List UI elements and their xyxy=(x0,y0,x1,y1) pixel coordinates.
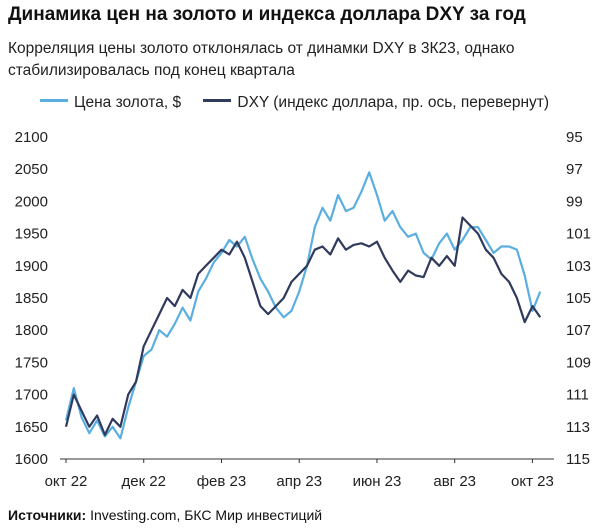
legend-swatch-dxy xyxy=(203,99,232,103)
legend-swatch-gold xyxy=(40,99,68,103)
left-y-tick-label: 1650 xyxy=(15,419,48,436)
chart-legend: Цена золота, $ DXY (индекс доллара, пр. … xyxy=(40,94,567,112)
x-tick-label: дек 22 xyxy=(121,473,166,490)
left-y-tick-label: 1900 xyxy=(15,258,48,275)
left-y-tick-label: 2000 xyxy=(15,193,48,210)
left-y-tick-label: 1800 xyxy=(15,322,48,339)
left-y-tick-label: 1950 xyxy=(15,226,48,243)
legend-item-gold: Цена золота, $ xyxy=(40,94,181,112)
legend-item-dxy: DXY (индекс доллара, пр. ось, перевернут… xyxy=(203,94,549,112)
right-y-axis: 95 97 99 101 103 105 107 109 111 113 115 xyxy=(566,129,591,468)
legend-label-gold: Цена золота, $ xyxy=(74,94,182,111)
series-dxy-line xyxy=(64,216,542,436)
line-chart: 1600 1650 1700 1750 1800 1850 1900 1950 2000 2050… xyxy=(15,129,591,490)
right-y-tick-label: 111 xyxy=(566,387,589,404)
right-y-tick-label: 97 xyxy=(566,161,583,178)
chart-subtitle: Корреляция цены золото отклонялась от ди… xyxy=(8,40,515,79)
source-label: Источники: xyxy=(8,507,87,523)
right-y-tick-label: 99 xyxy=(566,193,583,210)
legend-label-dxy: DXY (индекс доллара, пр. ось, перевернут… xyxy=(237,94,550,111)
x-tick-label: окт 22 xyxy=(45,473,88,490)
x-tick-label: июн 23 xyxy=(353,473,402,490)
source-text: Investing.com, БКС Мир инвестиций xyxy=(86,507,323,523)
left-y-axis: 1600 1650 1700 1750 1800 1850 1900 1950 2000 2050… xyxy=(15,129,48,468)
series-layer xyxy=(64,171,542,440)
right-y-tick-label: 101 xyxy=(566,226,591,243)
chart-title: Динамика цен на золото и индекса доллара… xyxy=(8,4,526,25)
left-y-tick-label: 2100 xyxy=(15,129,48,146)
right-y-tick-label: 95 xyxy=(566,129,583,146)
right-y-tick-label: 103 xyxy=(566,258,591,275)
right-y-tick-label: 109 xyxy=(566,354,591,371)
left-y-tick-label: 1750 xyxy=(15,354,48,371)
left-y-tick-label: 1600 xyxy=(15,451,48,468)
x-axis: окт 22 дек 22 фев 23 апр 23 июн 23 авг 23 окт … xyxy=(45,458,554,490)
left-y-tick-label: 1850 xyxy=(15,290,48,307)
left-y-tick-label: 1700 xyxy=(15,387,48,404)
left-y-tick-label: 2050 xyxy=(15,161,48,178)
right-y-tick-label: 107 xyxy=(566,322,591,339)
x-tick-label: авг 23 xyxy=(433,473,476,490)
right-y-tick-label: 115 xyxy=(566,451,590,468)
series-gold-line xyxy=(64,171,542,440)
x-tick-label: фев 23 xyxy=(197,473,247,490)
right-y-tick-label: 113 xyxy=(566,419,590,436)
x-tick-label: окт 23 xyxy=(511,473,554,490)
right-y-tick-label: 105 xyxy=(566,290,591,307)
x-tick-label: апр 23 xyxy=(276,473,322,490)
source-note: Источники: Investing.com, БКС Мир инвест… xyxy=(8,507,322,523)
